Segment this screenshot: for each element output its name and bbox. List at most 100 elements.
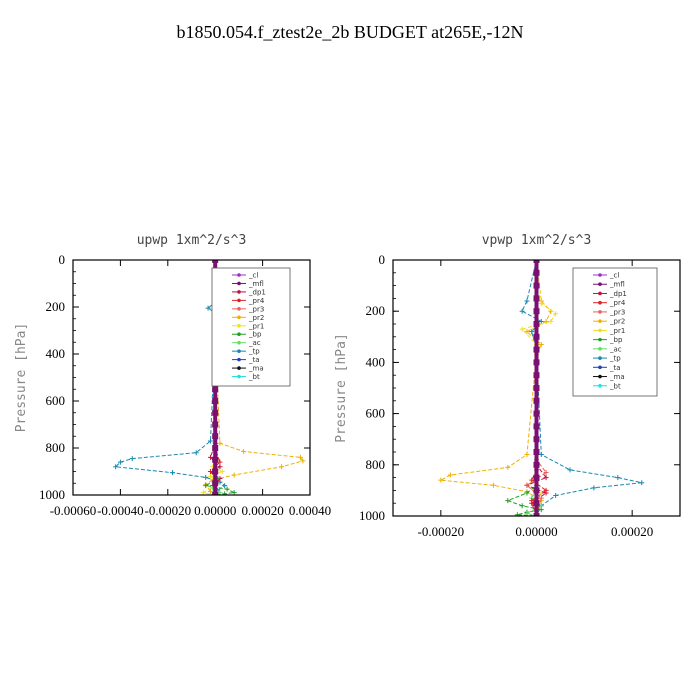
data-point-pr2: [505, 464, 511, 470]
data-point-mfl: [533, 295, 540, 302]
legend-entry: _pr1: [248, 322, 264, 330]
data-point-pr1: [548, 318, 554, 324]
y-tick-label: 1000: [39, 487, 65, 502]
data-point-mfl: [533, 385, 540, 391]
data-point-tp: [203, 474, 209, 480]
data-point-pr2: [241, 449, 247, 455]
legend-entry: _pr3: [248, 305, 264, 313]
data-point-dp1: [217, 464, 223, 470]
legend-marker: [237, 273, 241, 277]
data-point-mfl: [533, 260, 540, 263]
x-tick-label: 0.00040: [289, 503, 331, 518]
legend-entry: _pr4: [609, 299, 626, 307]
data-point-bp: [519, 503, 525, 509]
legend-entry: _mfl: [248, 280, 264, 288]
legend-marker: [237, 298, 241, 303]
data-point-tp: [117, 459, 123, 465]
y-tick-label: 400: [366, 354, 386, 369]
data-point-mfl: [533, 346, 540, 353]
legend-marker: [237, 340, 241, 345]
legend-entry: _bp: [609, 336, 623, 344]
data-point-bp: [203, 483, 209, 489]
legend-entry: _bt: [248, 373, 260, 381]
y-tick-label: 400: [46, 346, 66, 361]
data-point-pr1: [538, 301, 544, 307]
data-point-mfl: [212, 492, 219, 495]
data-point-mfl: [212, 409, 219, 416]
x-tick-label: -0.00060: [50, 503, 97, 518]
legend-entry: _ma: [609, 373, 625, 381]
y-tick-label: 600: [46, 393, 66, 408]
legend-marker: [598, 319, 602, 323]
data-point-bp: [505, 498, 511, 504]
legend-entry: _pr4: [248, 297, 265, 305]
data-point-ac: [217, 490, 223, 495]
data-point-pr2: [298, 454, 304, 460]
data-point-bp: [524, 490, 530, 496]
series-group: [438, 260, 645, 516]
data-point-pr2: [279, 464, 285, 470]
legend-marker: [237, 374, 241, 379]
data-point-pr2: [207, 488, 213, 494]
data-point-dp1: [543, 475, 549, 481]
legend-entry: _ta: [248, 356, 260, 364]
data-point-pr1: [200, 490, 206, 495]
data-point-mfl: [533, 372, 540, 379]
legend-marker: [598, 383, 602, 388]
data-point-bp: [231, 490, 237, 495]
data-point-bp: [514, 512, 520, 516]
data-point-pr2: [300, 458, 306, 464]
legend-marker: [598, 310, 602, 314]
data-point-mfl: [212, 260, 219, 263]
data-point-tp: [129, 456, 135, 462]
legend-marker: [598, 328, 602, 333]
data-point-mfl: [212, 386, 219, 393]
data-point-dp1: [207, 454, 213, 460]
y-tick-label: 1000: [359, 508, 385, 523]
legend-box: [572, 267, 658, 397]
legend-marker: [598, 374, 602, 379]
data-point-tp: [205, 305, 211, 311]
legend-entry: _tp: [248, 348, 260, 356]
legend: _cl_mfl_dp1_pr4_pr3_pr2_pr1_bp_ac_tp_ta_…: [211, 267, 291, 387]
data-point-pr4: [529, 498, 535, 504]
legend-marker: [598, 337, 602, 342]
data-point-tp: [615, 475, 621, 481]
legend-marker: [237, 323, 241, 328]
legend-marker: [237, 357, 241, 362]
data-point-pr4: [217, 459, 223, 465]
data-point-mfl: [533, 282, 540, 289]
y-tick-label: 800: [46, 440, 66, 455]
data-point-tp: [524, 298, 530, 304]
data-point-pr1: [219, 469, 225, 474]
x-tick-label: -0.00020: [418, 524, 465, 539]
data-point-tp: [193, 450, 199, 456]
data-point-mfl: [212, 421, 219, 428]
data-point-tp: [538, 452, 544, 458]
y-axis-label: Pressure [hPa]: [334, 333, 349, 443]
data-point-pr1: [207, 473, 213, 479]
data-point-mfl: [533, 308, 540, 315]
chart-panel-2: vpwp 1xm^2/s^3 Pressure [hPa] 0 200 400 600 80…: [334, 233, 681, 539]
data-point-tp: [567, 467, 573, 473]
data-point-pr2: [438, 477, 444, 483]
legend-marker: [237, 281, 241, 286]
x-tick-label: 0.00020: [241, 503, 283, 518]
data-point-tp: [591, 485, 597, 491]
data-point-pr2: [524, 452, 530, 458]
legend-marker: [598, 282, 602, 287]
x-tick-label: -0.00040: [97, 503, 144, 518]
legend-marker: [598, 356, 602, 360]
data-point-tp: [553, 493, 559, 499]
series-line-tp: [521, 260, 642, 516]
legend: _cl_mfl_dp1_pr4_pr3_pr2_pr1_bp_ac_tp_ta_…: [572, 267, 658, 397]
x-tick-label: -0.00020: [145, 503, 192, 518]
data-point-mfl: [533, 397, 540, 404]
data-point-pr1: [553, 311, 559, 317]
legend-marker: [598, 300, 602, 305]
legend-entry: _ma: [248, 365, 264, 373]
data-point-mfl: [533, 474, 540, 481]
plot-frame: [392, 259, 681, 517]
data-point-mfl: [533, 321, 540, 327]
